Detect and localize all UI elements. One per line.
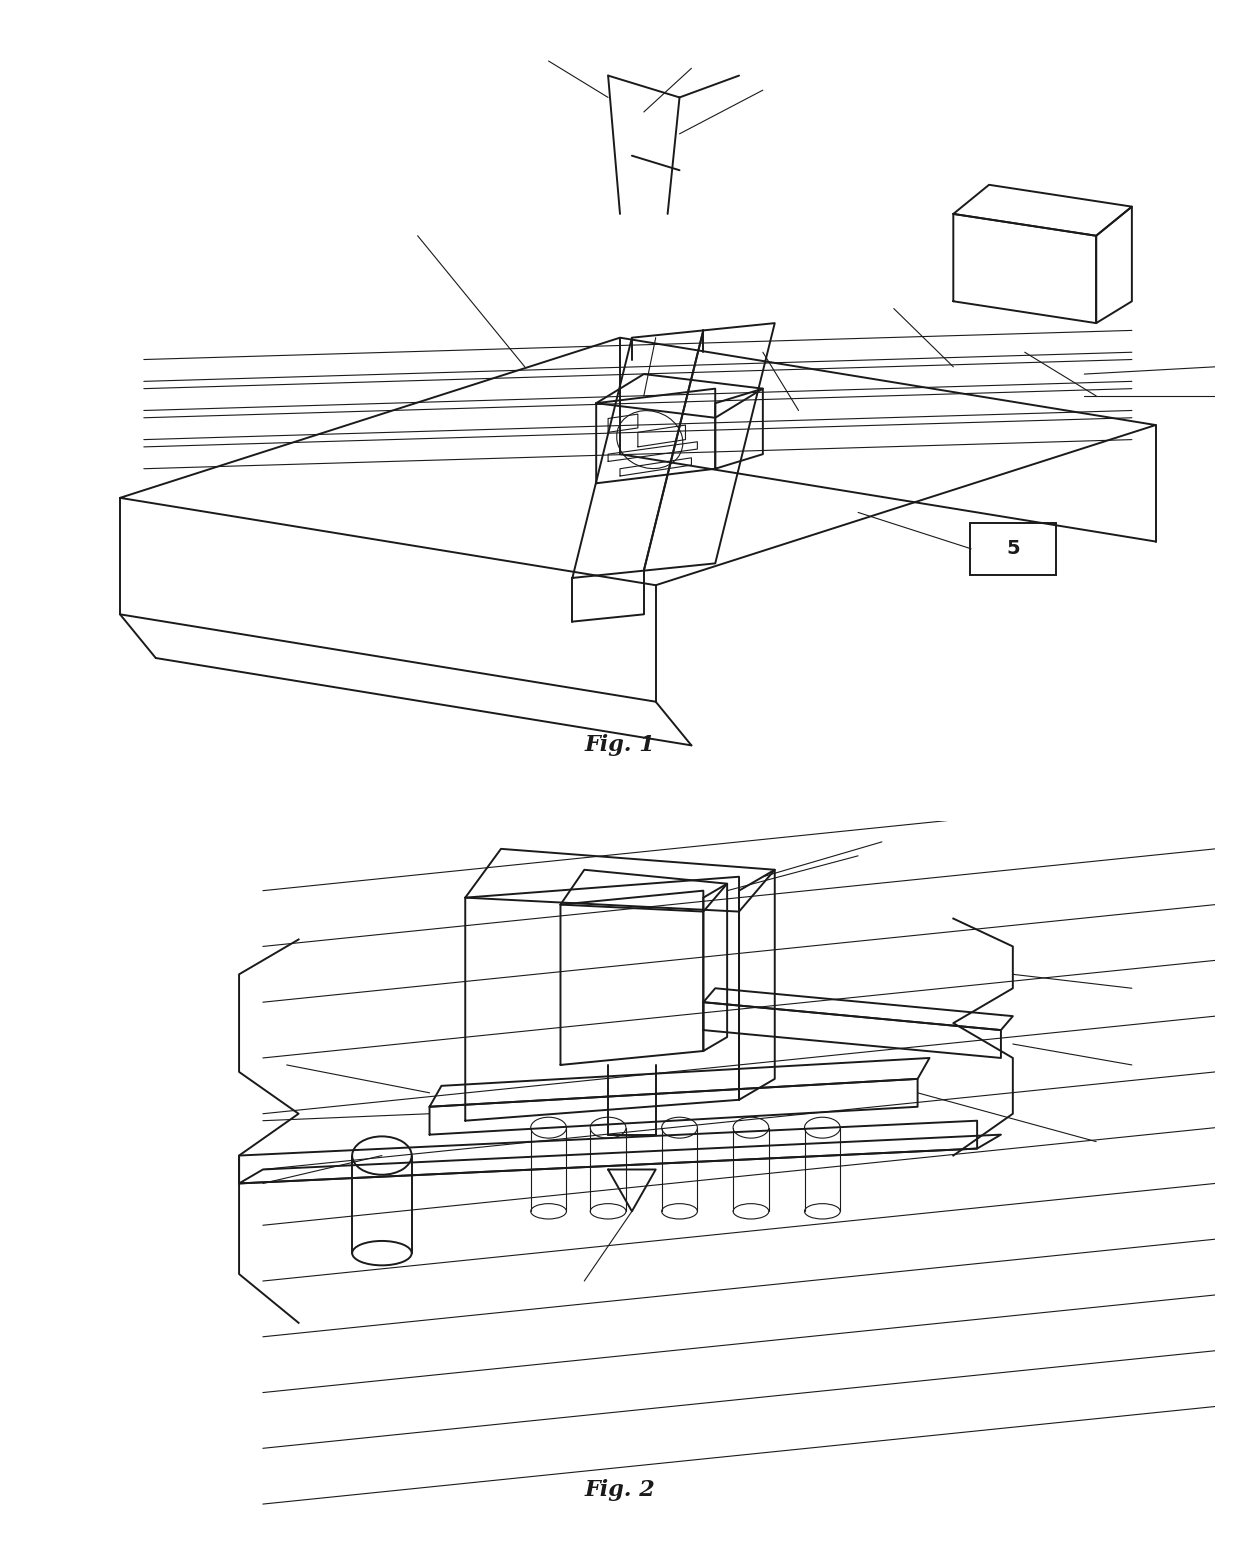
Text: Fig. 1: Fig. 1: [584, 734, 656, 756]
Text: 5: 5: [1006, 539, 1019, 558]
Text: Fig. 2: Fig. 2: [584, 1479, 656, 1501]
